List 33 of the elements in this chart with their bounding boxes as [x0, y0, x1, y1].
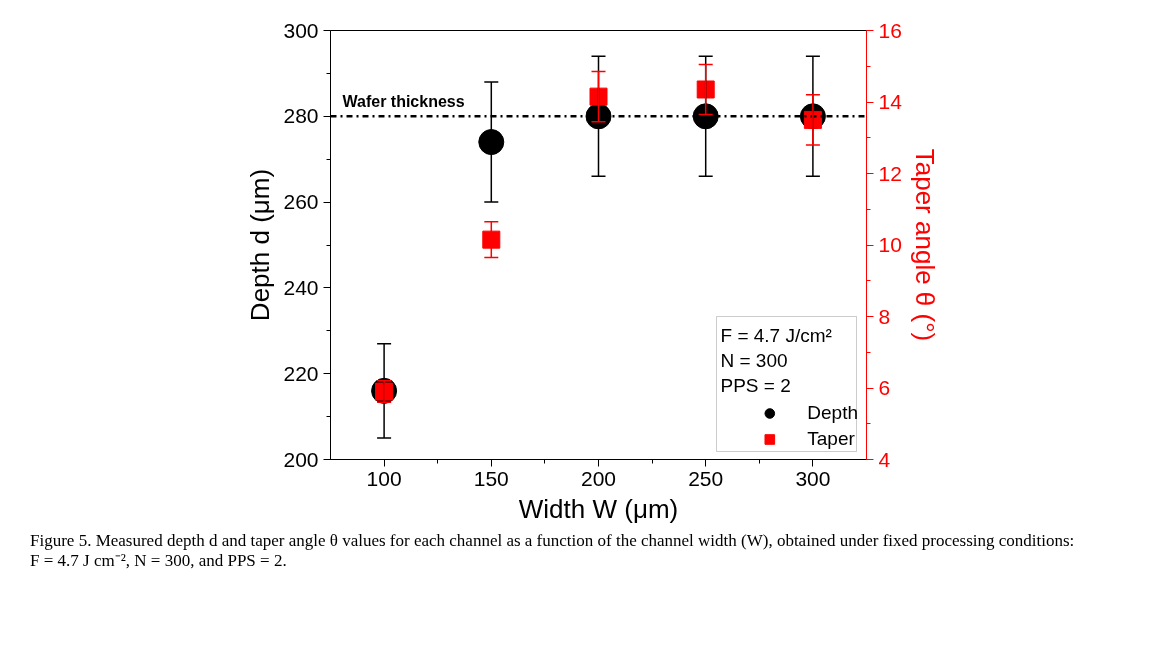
y-tick-label: 220 [283, 361, 319, 385]
x-tick-label: 200 [580, 466, 617, 490]
legend-label: Depth [807, 401, 858, 425]
caption: Figure 5. Measured depth d and taper angle θ values for each channel as a function of the channel width (W), obtained under fixed processing conditions: F = 4.7 J cm⁻², N = 300, and PPS = 2. [30, 531, 1076, 572]
x-tick-label: 150 [473, 466, 509, 490]
point [482, 230, 501, 249]
point [696, 80, 715, 99]
y2-tick-label: 14 [878, 90, 903, 113]
annotation: PPS = 2 [720, 374, 791, 396]
y-axis-title: Depth d (μm) [245, 168, 276, 322]
x-tick-label: 300 [795, 466, 831, 490]
y-tick-label: 300 [283, 18, 319, 42]
point [478, 129, 505, 156]
point [692, 103, 719, 130]
ref-line-label: Wafer thickness [342, 93, 465, 111]
y2-tick-label: 8 [878, 304, 891, 328]
y2-tick-label: 6 [878, 376, 891, 399]
annotation: N = 300 [720, 349, 788, 371]
legend-label: Taper [807, 427, 855, 451]
annotation: F = 4.7 J/cm² [720, 324, 832, 346]
x-tick-label: 250 [688, 466, 724, 490]
y2-axis-title: Taper angle θ (°) [909, 148, 940, 342]
y2-tick-label: 4 [878, 447, 891, 471]
x-axis-title: Width W (μm) [518, 493, 679, 524]
y-tick-label: 280 [283, 104, 319, 128]
y-tick-label: 200 [283, 447, 319, 471]
y2-tick-label: 10 [878, 233, 902, 256]
y2-tick-label: 16 [878, 18, 902, 42]
y-tick-label: 240 [283, 275, 319, 299]
point [589, 87, 608, 106]
y-tick-label: 260 [283, 190, 319, 214]
y2-tick-label: 12 [878, 161, 902, 185]
x-tick-label: 100 [366, 466, 402, 490]
